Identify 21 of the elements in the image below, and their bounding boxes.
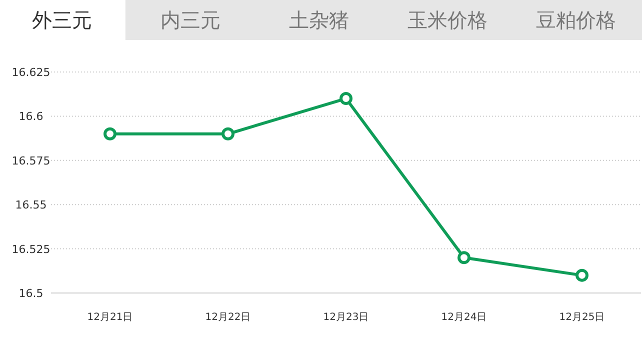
text: 土杂猪 [289,8,349,32]
point [340,92,352,106]
x-tick-label: 12月23日 [323,312,369,323]
y-tick-label: 16.625 [12,66,50,79]
y-tick-label: 16.55 [15,198,47,212]
x-tick-label: 12月24日 [441,312,487,323]
x-tick-label: 12月22日 [205,312,251,323]
point [104,127,116,140]
y-tick-label: 16.575 [12,154,50,168]
text: 内三元 [160,8,221,32]
x-tick-label: 12月21日 [87,312,133,323]
text: 玉米价格 [407,8,488,32]
x-tick-label: 12月25日 [559,312,605,323]
y-tick-label: 16.6 [18,110,44,124]
point [576,268,588,282]
y-tick-label: 16.5 [18,287,44,300]
point [458,251,470,264]
y-tick-label: 16.525 [12,242,50,256]
text: 豆粕价格 [536,8,616,32]
point [222,127,234,140]
text: 外三元 [32,8,92,32]
